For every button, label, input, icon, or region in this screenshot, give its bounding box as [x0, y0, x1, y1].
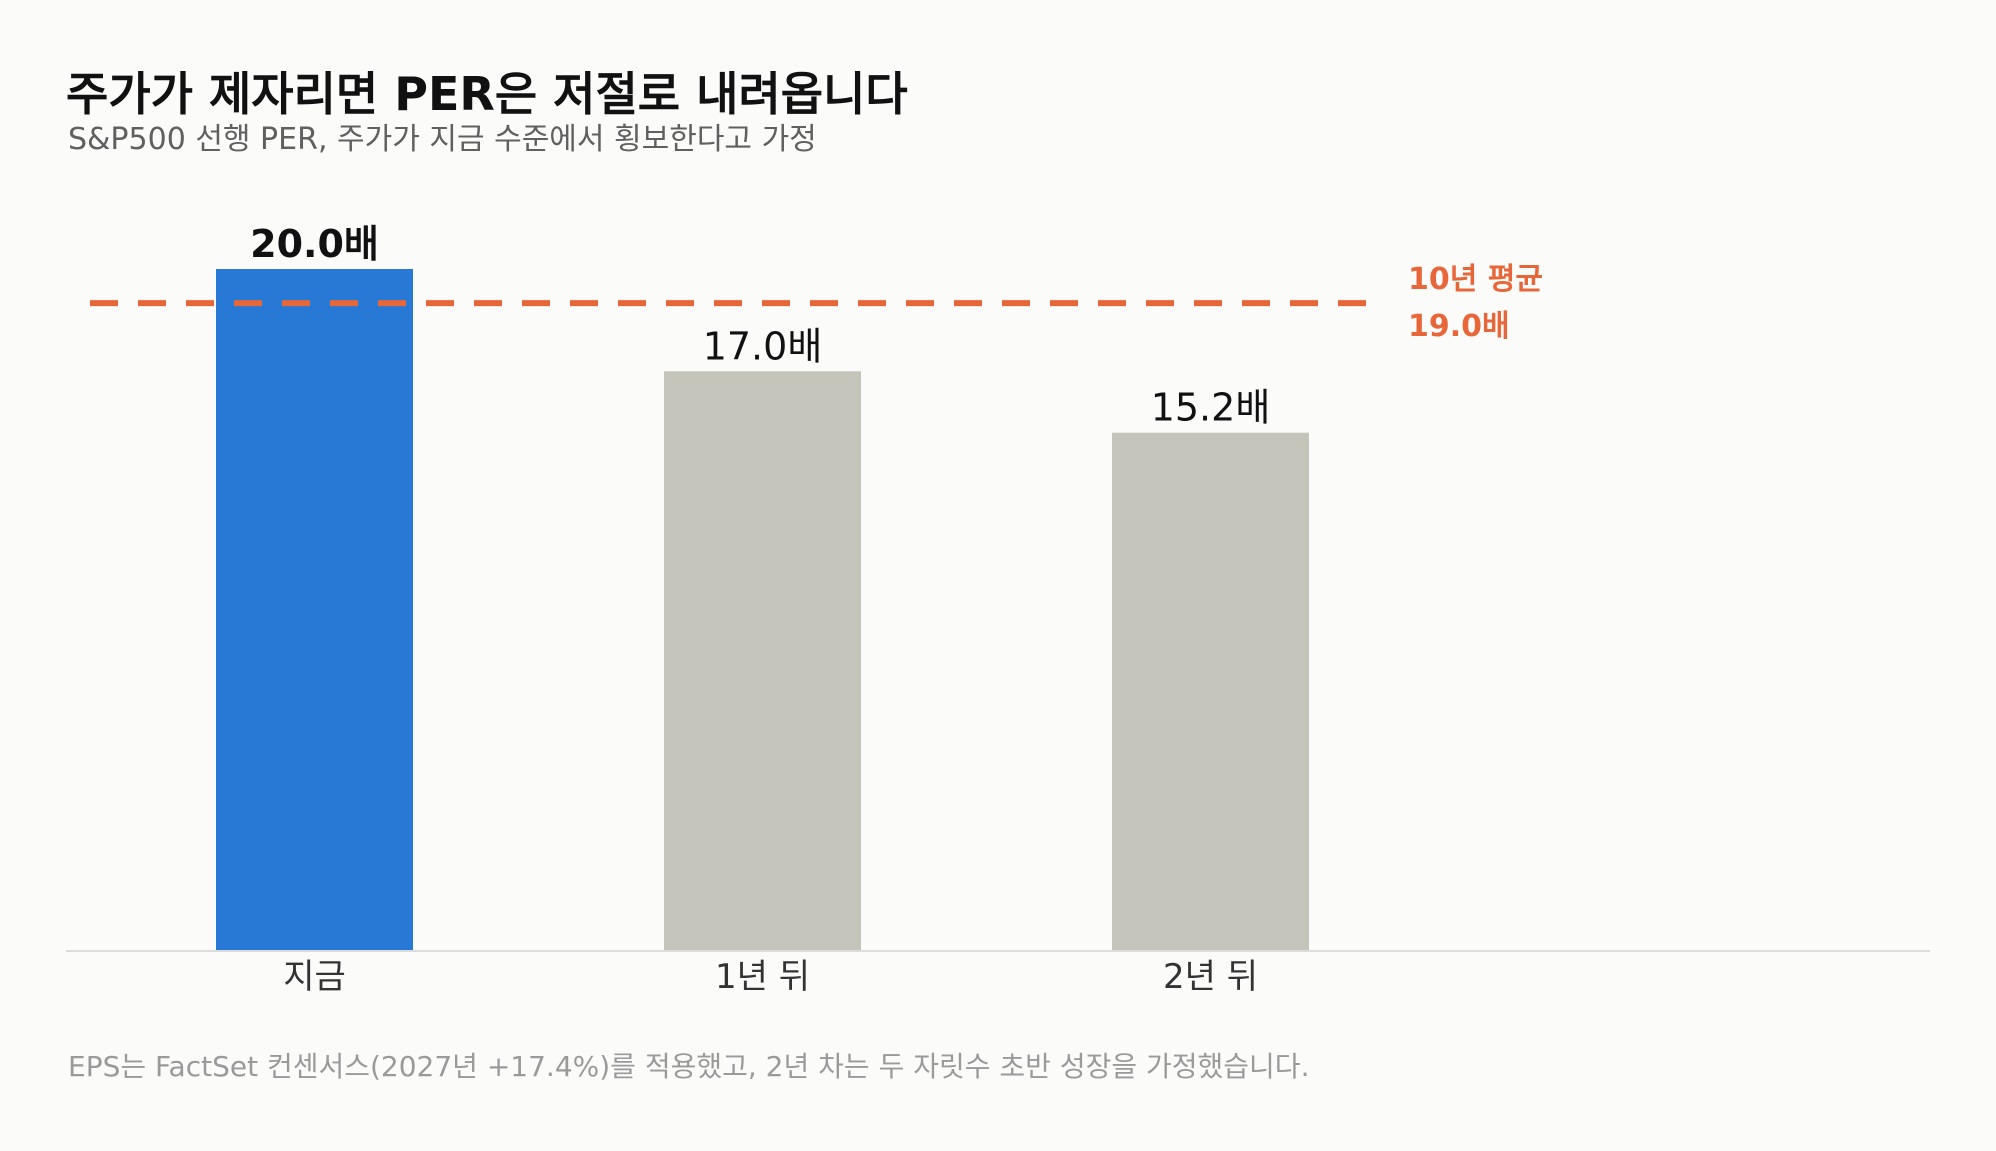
bar-1	[664, 371, 861, 951]
x-tick-label-1: 1년 뒤	[715, 957, 810, 997]
bar-2	[1112, 432, 1309, 951]
reference-layer: 10년 평균 19.0배	[90, 262, 1543, 344]
bar-0	[216, 269, 413, 951]
footnote: EPS는 FactSet 컨센서스(2027년 +17.4%)를 적용했고, 2…	[68, 1050, 1310, 1083]
chart-subtitle: S&P500 선행 PER, 주가가 지금 수준에서 횡보한다고 가정	[68, 122, 817, 157]
x-tick-label-2: 2년 뒤	[1163, 957, 1258, 997]
chart-title: 주가가 제자리면 PER은 저절로 내려옵니다	[66, 67, 908, 121]
bars-layer	[216, 269, 1309, 951]
bar-value-label-0: 20.0배	[250, 222, 379, 266]
bar-value-label-1: 17.0배	[703, 324, 823, 368]
x-tick-label-0: 지금	[283, 957, 346, 997]
reference-label-title: 10년 평균	[1408, 262, 1543, 297]
reference-label-value: 19.0배	[1408, 309, 1510, 344]
bar-value-label-2: 15.2배	[1151, 386, 1271, 430]
